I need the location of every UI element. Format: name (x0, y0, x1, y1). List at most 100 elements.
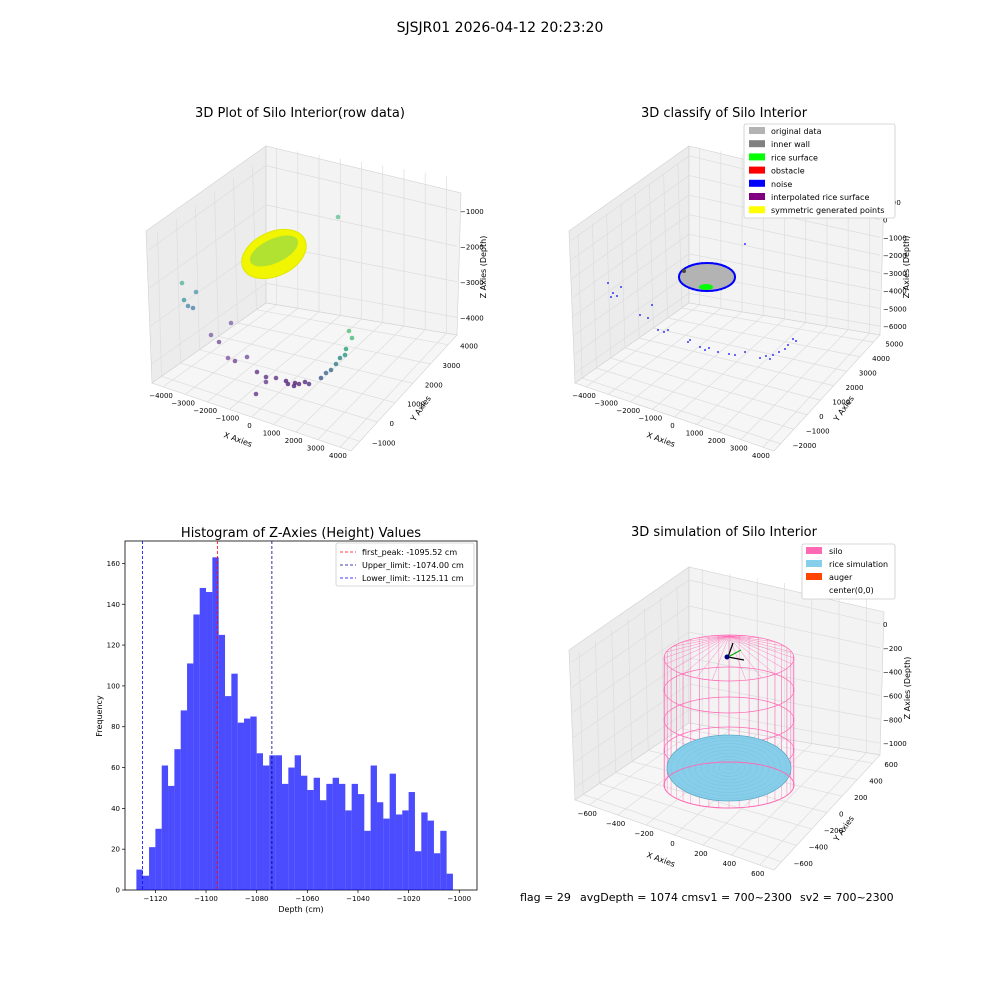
y-tick-label: 0 (819, 413, 823, 421)
noise-point (687, 341, 689, 343)
histogram-bar (288, 767, 295, 890)
panel-simulation-3d: 3D simulation of Silo Interior −600 −400 −… (568, 525, 912, 878)
histogram-bar (237, 722, 245, 890)
tick-labels: −600−400−2000200400600−600−400−200020040… (578, 621, 907, 878)
histogram-bar (376, 802, 384, 890)
grid-line (643, 607, 649, 751)
silo-ring (663, 634, 795, 682)
histogram-bars (136, 557, 453, 890)
roof-wire (682, 635, 730, 675)
auger-axis (727, 656, 745, 661)
silo-ring (663, 666, 795, 714)
data-point (185, 303, 191, 309)
auger-axis (727, 649, 742, 658)
legend-label: interpolated rice surface (771, 193, 869, 202)
histogram-bar (446, 873, 453, 890)
x-tick-label: 4000 (752, 452, 770, 460)
y-tick-label: 600 (884, 761, 897, 769)
histogram-bar (180, 710, 188, 890)
grid-line (162, 304, 277, 388)
y-tick-label: 60 (111, 764, 120, 772)
grid-line (229, 315, 341, 410)
y-tick-label: 0 (839, 811, 843, 819)
legend-label: auger (829, 573, 853, 582)
legend-label: silo (829, 547, 843, 556)
grid-line (149, 204, 267, 289)
y-tick-label: 5000 (885, 340, 903, 348)
noise-point (728, 353, 730, 355)
y-tick-label: −1000 (372, 439, 396, 447)
y-tick-label: 120 (107, 642, 120, 650)
legend: original data inner wall rice surface obsta… (743, 123, 896, 219)
grid-line (265, 165, 458, 212)
grid-line (251, 318, 362, 418)
y-tick-label: 80 (111, 723, 120, 731)
grid-line (688, 292, 881, 327)
roof-wire (711, 635, 730, 681)
y-tick-label: 140 (107, 601, 120, 609)
histogram-bar (440, 830, 447, 890)
grid-line (571, 175, 690, 260)
roof-wire (728, 635, 786, 647)
grid-line (740, 329, 849, 440)
x-tick-label: −1000 (216, 414, 240, 422)
noise-point (769, 358, 771, 360)
z-tick-label: 0 (883, 217, 887, 225)
obstacle-point (682, 269, 686, 273)
grid-line (571, 605, 690, 688)
x-tick-label: −2000 (193, 407, 217, 415)
auger-axis (727, 642, 734, 658)
histogram-bar (275, 755, 283, 890)
y-tick-label: 2000 (846, 384, 864, 392)
grid-line (573, 657, 690, 738)
histogram-bar (326, 783, 333, 890)
data-point (193, 289, 199, 295)
histogram-bar (395, 814, 403, 890)
z-tick-label: −1000 (883, 234, 907, 242)
legend-label: first_peak: -1095.52 cm (362, 548, 457, 557)
x-tick-label: 1000 (263, 430, 281, 438)
histogram-bar (269, 755, 276, 890)
y-tick-label: 0 (116, 887, 120, 895)
histogram-bar (319, 800, 327, 890)
legend-swatch (749, 206, 765, 214)
data-point (285, 381, 291, 387)
grid-line (578, 651, 584, 795)
z-axis-label: Z Axies (Depth) (902, 236, 911, 299)
rice-mesh (712, 759, 746, 777)
legend-swatch (749, 193, 765, 200)
grid-line (718, 325, 828, 433)
silo-bottom (663, 761, 795, 809)
x-tick-label: 0 (670, 422, 674, 430)
tick-labels: −4000−3000−2000−100001000200030004000−20… (572, 199, 906, 460)
grid-line (176, 218, 181, 364)
x-axis-label: X Axies (645, 430, 676, 449)
z-tick-label: −5000 (883, 305, 907, 313)
data-point (323, 370, 329, 376)
roof-wire (666, 635, 730, 665)
noise-point (616, 295, 618, 297)
y-axis-label: Y Axies (408, 394, 433, 424)
legend-swatch (749, 166, 765, 174)
z-tick-label: −6000 (883, 323, 907, 331)
y-tick-label: 3000 (859, 369, 877, 377)
data-point (181, 297, 187, 303)
z-tick-label: −3000 (883, 270, 907, 278)
z-tick-label: −4000 (883, 288, 907, 296)
histogram-bar (364, 830, 371, 890)
data-point (337, 355, 343, 361)
panel-classify-title: 3D classify of Silo Interior (641, 106, 808, 121)
x-tick-label: −1020 (397, 895, 421, 903)
grid-line (214, 191, 219, 337)
histogram-bar (389, 773, 396, 890)
z-axis-label: Z Axies (Depth) (903, 657, 912, 720)
roof-wire (696, 635, 730, 679)
x-axis-label: Depth (cm) (278, 905, 323, 914)
z-tick-label: −3000 (460, 279, 484, 287)
y-tick-label: 3000 (443, 362, 461, 370)
grid-line (634, 193, 640, 339)
silo-wireframe (663, 634, 795, 809)
footer-sv2: sv2 = 700~2300 (800, 891, 894, 904)
grid-line (688, 214, 881, 256)
data-point (296, 381, 302, 387)
